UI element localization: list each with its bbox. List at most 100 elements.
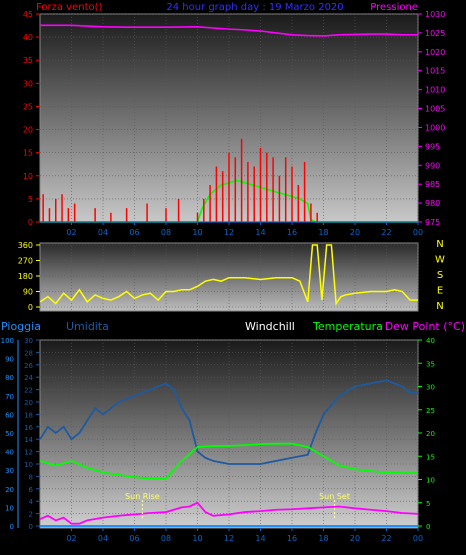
panel1-right-tick-label: 1000 (425, 123, 445, 132)
panel1-title: 24 hour graph day : 19 Marzo 2020 (166, 2, 343, 13)
panel1-axes: 0510152025303540459759809859909951000100… (23, 10, 446, 237)
panel3-x-tick-label: 20 (350, 534, 360, 543)
panel3-umidita-tick-label: 30 (24, 337, 33, 345)
panel3-pioggia-tick-label: 60 (5, 411, 14, 419)
panel3-x-tick-label: 00 (413, 534, 423, 543)
panel3-umidita-tick-label: 16 (24, 424, 33, 432)
panel3-umidita-tick-label: 2 (29, 511, 33, 519)
panel3-x-tick-label: 12 (224, 534, 234, 543)
panel3-pioggia-tick-label: 20 (5, 486, 14, 494)
panel1-right-tick-label: 975 (425, 218, 440, 227)
panel2-left-tick-label: 270 (18, 257, 33, 266)
panel3-pioggia-tick-label: 10 (5, 504, 14, 512)
panel3-right-tick-label: 0 (426, 523, 430, 531)
panel1-x-tick-label: 06 (129, 228, 139, 237)
panel2-left-tick-label: 180 (18, 272, 33, 281)
panel2-series (39, 244, 418, 306)
panel3-series-line (39, 442, 418, 480)
panel3-series-line (39, 379, 418, 465)
panel3-pioggia-tick-label: 40 (5, 449, 14, 457)
panel1-left-tick-label: 25 (23, 102, 33, 111)
panel3-right-tick-label: 15 (426, 453, 435, 461)
panel3-right-tick-label: 20 (426, 430, 435, 438)
panel3-right-tick-label: 5 (426, 500, 430, 508)
panel3-pioggia-tick-label: 30 (5, 467, 14, 475)
panel3-x-tick-label: 10 (192, 534, 202, 543)
panel3-axes: 0102030405060708090100024681012141618202… (1, 337, 435, 543)
panel1-right-tick-label: 1020 (425, 48, 445, 57)
panel3-series-line (39, 501, 419, 525)
panel1-x-tick-label: 18 (318, 228, 328, 237)
panel1-left-tick-label: 35 (23, 56, 33, 65)
panel2-wind-direction-line (39, 244, 418, 306)
panel3-label-temperatura: Temperatura (312, 320, 383, 333)
panel1-left-tick-label: 30 (23, 79, 33, 88)
panel3-umidita-tick-label: 12 (24, 449, 33, 457)
panel1-left-axis-label: Forza vento() (36, 2, 103, 13)
panel1-x-tick-label: 12 (224, 228, 234, 237)
panel3-umidita-tick-label: 0 (29, 523, 33, 531)
panel1-right-tick-label: 990 (425, 161, 440, 170)
panel1-left-tick-label: 40 (23, 33, 33, 42)
panel1-right-tick-label: 1030 (425, 10, 445, 19)
panel1-left-tick-label: 15 (23, 149, 33, 158)
panel3-umidita-tick-label: 8 (29, 473, 33, 481)
panel2-compass-label: S (437, 270, 443, 281)
panel3-pioggia-tick-label: 80 (5, 374, 14, 382)
panel3-x-tick-label: 22 (381, 534, 391, 543)
panel2-left-tick-label: 90 (23, 288, 33, 297)
panel1-right-tick-label: 1025 (425, 29, 445, 38)
panel1-right-tick-label: 985 (425, 180, 440, 189)
panel1-left-tick-label: 5 (28, 195, 33, 204)
panel3-right-tick-label: 40 (426, 337, 435, 345)
panel1-series-line (40, 24, 418, 37)
panel3-umidita-tick-label: 6 (29, 486, 34, 494)
panel1-x-tick-label: 04 (98, 228, 108, 237)
panel1-x-tick-label: 22 (381, 228, 391, 237)
panel1-x-tick-label: 16 (287, 228, 297, 237)
panel3-umidita-tick-label: 24 (24, 374, 33, 382)
panel1-right-tick-label: 1005 (425, 105, 445, 114)
panel3-umidita-tick-label: 22 (24, 387, 33, 395)
panel1-left-tick-label: 45 (23, 10, 33, 19)
panel3-pioggia-tick-label: 90 (5, 356, 14, 364)
panel3-pioggia-tick-label: 100 (1, 337, 14, 345)
panel3-label-windchill: Windchill (245, 320, 295, 333)
panel3-umidita-tick-label: 18 (24, 411, 33, 419)
panel3-umidita-tick-label: 20 (24, 399, 33, 407)
panel3-x-tick-label: 06 (129, 534, 139, 543)
panel1-x-tick-label: 08 (161, 228, 171, 237)
panel3-pioggia-tick-label: 70 (5, 393, 14, 401)
panel1-x-tick-label: 20 (350, 228, 360, 237)
panel2-compass-label: E (437, 286, 443, 297)
panel1-x-tick-label: 10 (192, 228, 202, 237)
panel2-compass-label: N (436, 239, 443, 250)
panel1-left-tick-label: 10 (23, 172, 33, 181)
panel3-umidita-tick-label: 26 (24, 362, 33, 370)
panel3-right-tick-label: 10 (426, 477, 435, 485)
panel3-annotation-label: Sun Set (319, 492, 350, 501)
panel1-left-tick-label: 0 (28, 218, 33, 227)
panel1-right-tick-label: 1015 (425, 67, 445, 76)
panel3-pioggia-tick-label: 0 (10, 523, 14, 531)
panel3-umidita-tick-label: 10 (24, 461, 33, 469)
panel3-x-tick-label: 04 (98, 534, 108, 543)
panel3-right-tick-label: 25 (426, 407, 435, 415)
panel3-x-tick-label: 18 (318, 534, 328, 543)
panel2-grid (40, 243, 419, 311)
panel3-label-dewpoint: Dew Point (°C) (385, 320, 465, 333)
panel3-x-tick-label: 02 (66, 534, 76, 543)
panel1-right-tick-label: 980 (425, 199, 440, 208)
panel3-label-umidita: Umidita (66, 320, 109, 333)
panel2-compass-label: W (435, 255, 445, 266)
panel3-right-tick-label: 35 (426, 360, 435, 368)
panel1-right-tick-label: 995 (425, 142, 440, 151)
panel3-annotation-label: Sun Rise (125, 492, 160, 501)
panel3-right-tick-label: 30 (426, 384, 435, 392)
panel2-compass-label: N (436, 301, 443, 312)
panel3-umidita-tick-label: 28 (24, 349, 33, 357)
panel1-right-tick-label: 1010 (425, 86, 445, 95)
panel3-x-tick-label: 14 (255, 534, 265, 543)
